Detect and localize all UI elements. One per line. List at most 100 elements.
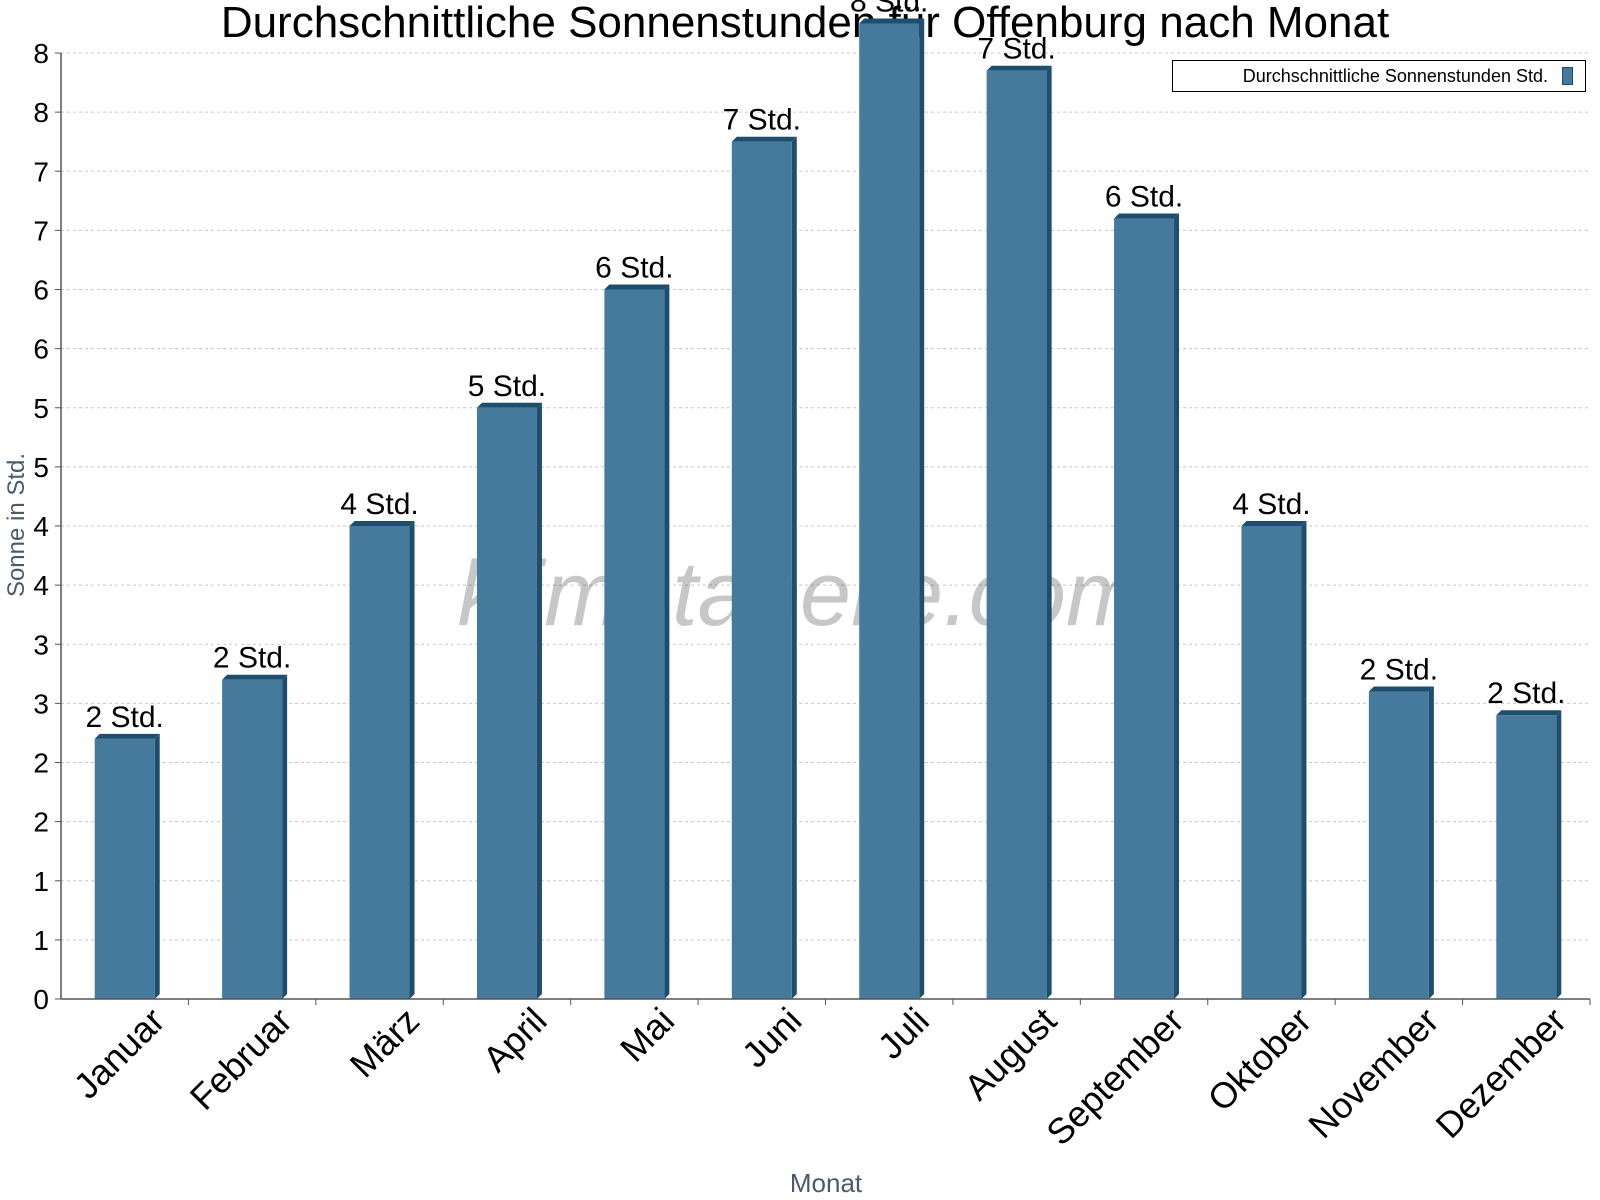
bar [1241,526,1302,999]
bar-side [1174,213,1180,1000]
bar-juli [859,18,925,999]
y-tick-label: 5 [33,393,49,424]
bar-top [1114,213,1180,219]
bar-top [731,136,797,142]
data-label: 7 Std. [723,104,801,137]
data-labels: 2 Std. 2 Std. 4 Std. 5 Std. 6 Std. 7 Std. 8 St… [86,0,1566,734]
data-label: 8 Std. [850,0,928,18]
bar-top [94,733,160,739]
y-tick-label: 2 [33,807,49,838]
y-tick-label: 6 [33,275,49,306]
legend: Durchschnittliche Sonnenstunden Std. [1172,60,1586,92]
x-tick-label: März [342,1000,428,1086]
y-tick-label: 3 [33,688,49,719]
axes [55,52,1591,1005]
bar-top [1241,521,1307,526]
bar [349,526,410,999]
y-tick-label: 8 [33,97,49,128]
y-tick-label: 4 [33,511,49,542]
data-label: 5 Std. [468,370,546,403]
legend-swatch [1562,67,1573,85]
bar-dezember [1496,710,1562,999]
bar-side [282,674,288,999]
y-tick-label: 1 [33,866,49,897]
bar [94,738,155,999]
bar-oktober [1241,521,1307,999]
chart-title: Durchschnittliche Sonnenstunden für Offe… [221,0,1389,47]
x-tick-labels: Januar Februar März April Mai Juni Juli AugustS… [66,1000,1574,1154]
bar-top [222,674,288,680]
bar-side [791,136,797,999]
bar-top [349,521,415,526]
bar-side [919,18,925,999]
y-tick-label: 5 [33,452,49,483]
data-label: 2 Std. [86,701,164,734]
x-tick-label: November [1300,1000,1446,1146]
x-axis-label: Monat [790,1168,863,1198]
x-tick-label: Juli [870,1000,937,1067]
bar-august [986,65,1052,1000]
bar-top [1368,686,1434,692]
x-tick-label: Mai [612,1000,682,1070]
y-tick-label: 2 [33,748,49,779]
bar [1368,691,1429,999]
data-label: 2 Std. [1360,654,1438,687]
bar-januar [94,733,160,999]
bar [476,407,537,999]
bar-top [1496,710,1562,716]
bar-side [664,284,670,999]
data-label: 4 Std. [340,488,418,521]
y-tick-label: 7 [33,215,49,246]
bar-top [476,402,542,408]
x-tick-label: August [956,1000,1064,1108]
bar-side [1301,521,1307,999]
bar-april [476,402,542,999]
y-tick-label: 0 [33,984,49,1015]
bar-top [604,284,670,290]
bar [1496,715,1557,999]
bar [604,289,665,999]
bar-september [1114,213,1180,1000]
y-tick-label: 7 [33,156,49,187]
data-label: 6 Std. [595,252,673,285]
x-tick-label: Dezember [1428,1000,1574,1146]
bar-side [154,733,160,999]
x-tick-label: September [1038,1000,1192,1154]
bar [222,679,283,999]
y-tick-label: 8 [33,38,49,69]
bar-top [859,18,925,24]
bar-side [1556,710,1562,999]
x-tick-label: Juni [734,1000,810,1076]
data-label: 2 Std. [1487,677,1565,710]
y-tick-label: 1 [33,925,49,956]
data-label: 6 Std. [1105,181,1183,214]
y-axis-label: Sonne in Std. [3,453,30,597]
data-label: 4 Std. [1232,488,1310,521]
data-label: 7 Std. [977,33,1055,66]
bar-side [536,402,542,999]
bar [731,141,792,999]
bar [1114,218,1175,1000]
x-tick-label: Februar [182,1000,300,1118]
data-label: 2 Std. [213,642,291,675]
bar-mai [604,284,670,999]
x-tick-label: Oktober [1200,1000,1320,1120]
x-tick-label: Januar [66,1000,173,1107]
bar-juni [731,136,797,999]
bar [859,23,920,999]
y-tick-label: 3 [33,629,49,660]
x-tick-label: April [475,1000,555,1080]
bar-side [1046,65,1052,1000]
bar [986,70,1047,1000]
y-tick-label: 6 [33,334,49,365]
bar-top [986,65,1052,71]
bars [94,18,1562,1000]
bar-november [1368,686,1434,999]
bar-side [409,521,415,999]
bar-märz [349,521,415,999]
gridlines [61,52,1590,941]
bar-side [1428,686,1434,999]
bar-februar [222,674,288,999]
y-tick-labels: 0 1 1 2 2 3 3 4 4 5 5 6 6 7 7 8 8 [33,38,49,1015]
